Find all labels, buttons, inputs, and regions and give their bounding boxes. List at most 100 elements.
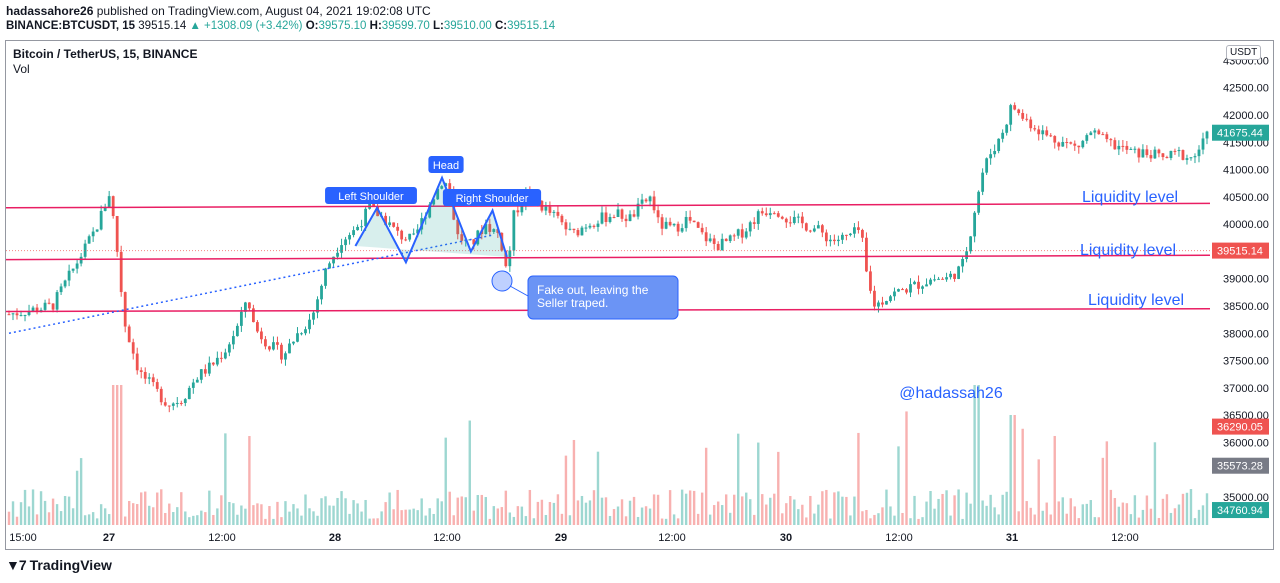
- candle-body: [43, 302, 47, 310]
- volume-bar: [440, 501, 443, 525]
- volume-bar: [540, 499, 544, 525]
- candle-body: [732, 235, 736, 237]
- volume-bar: [67, 496, 71, 525]
- volume-bar: [228, 501, 231, 525]
- volume-bar: [1117, 506, 1121, 525]
- candle-body: [949, 273, 952, 278]
- volume-bar: [708, 514, 712, 525]
- volume-bar: [304, 494, 307, 525]
- candle-body: [288, 343, 291, 354]
- volume-bar: [969, 503, 972, 525]
- volume-bar: [544, 514, 548, 525]
- volume-bar: [256, 503, 259, 525]
- candle-body: [584, 227, 588, 229]
- candle-body: [1101, 134, 1105, 136]
- volume-bar: [696, 513, 700, 525]
- candle-body: [945, 277, 948, 280]
- candle-body: [688, 216, 692, 221]
- volume-bar: [1057, 501, 1060, 525]
- volume-bar: [484, 497, 487, 525]
- volume-bar: [107, 514, 111, 525]
- candle-body: [1077, 145, 1081, 148]
- candle-body: [885, 301, 888, 305]
- candle-body: [724, 238, 728, 242]
- y-tick-label: 42500.00: [1223, 83, 1269, 95]
- candle-body: [179, 402, 183, 404]
- volume-bar: [31, 489, 35, 525]
- volume-bar: [456, 497, 459, 525]
- candle-body: [1113, 140, 1117, 150]
- candle-body: [676, 223, 680, 232]
- candle-body: [853, 227, 856, 234]
- candle-body: [187, 387, 191, 400]
- candle-body: [195, 379, 199, 383]
- candle-body: [404, 239, 408, 241]
- candle-body: [119, 251, 123, 293]
- candle-body: [1081, 140, 1085, 148]
- volume-bar: [71, 508, 75, 525]
- candle-body: [1057, 142, 1061, 147]
- volume-bar: [1157, 517, 1161, 525]
- volume-bar: [264, 518, 267, 525]
- volume-bar: [1141, 509, 1145, 525]
- volume-bar: [496, 508, 500, 525]
- head-label-box: [428, 156, 464, 173]
- candle-body: [1141, 149, 1145, 158]
- candle-body: [456, 219, 460, 235]
- candle-body: [889, 296, 892, 302]
- volume-bar: [620, 499, 624, 525]
- volume-bar: [236, 514, 239, 525]
- volume-bar: [564, 455, 568, 525]
- candle-body: [708, 238, 712, 242]
- symbol: BINANCE:BTCUSDT, 15: [6, 20, 136, 32]
- candle-body: [1177, 150, 1181, 152]
- candle-body: [1117, 145, 1121, 150]
- volume-bar: [1017, 511, 1020, 525]
- volume-bar: [825, 489, 828, 525]
- volume-bar: [204, 512, 207, 525]
- volume-bar: [280, 517, 283, 525]
- candle-body: [800, 216, 804, 224]
- volume-bar: [452, 515, 455, 525]
- candle-body: [300, 333, 303, 335]
- currency-button[interactable]: USDT: [1226, 45, 1262, 60]
- x-tick-label: 12:00: [208, 532, 236, 544]
- price-tag-label: 34760.94: [1217, 505, 1263, 517]
- candle-body: [961, 258, 964, 267]
- volume-bar: [388, 492, 391, 525]
- candle-body: [764, 213, 768, 216]
- volume-bar: [841, 496, 844, 525]
- candle-body: [612, 217, 616, 219]
- volume-bar: [797, 509, 800, 525]
- volume-bar: [757, 442, 760, 525]
- candle-body: [957, 266, 960, 279]
- volume-bar: [528, 489, 532, 525]
- volume-bar: [668, 490, 672, 525]
- candle-body: [492, 229, 496, 232]
- tradingview-logo[interactable]: ▼7 TradingView: [6, 557, 112, 573]
- candle-body: [824, 232, 828, 242]
- publisher-name[interactable]: hadassahore26: [6, 4, 94, 18]
- volume-bar: [600, 497, 604, 525]
- candle-body: [268, 346, 271, 350]
- volume-bar: [260, 504, 263, 525]
- candle-body: [67, 270, 71, 281]
- y-tick-label: 38000.00: [1223, 328, 1269, 340]
- volume-bar: [997, 514, 1000, 525]
- volume-bar: [400, 510, 403, 525]
- candle-body: [965, 251, 968, 259]
- volume-bar: [300, 515, 303, 525]
- volume-bar: [372, 518, 375, 525]
- volume-bar: [384, 502, 387, 525]
- volume-bar: [1089, 500, 1093, 525]
- candle-body: [488, 224, 492, 232]
- volume-bar: [917, 518, 920, 525]
- candle-body: [276, 342, 279, 345]
- candle-body: [27, 311, 31, 316]
- candle-body: [1033, 128, 1037, 130]
- volume-bar: [416, 510, 419, 525]
- candle-body: [127, 326, 131, 343]
- left-shoulder-label-box: [325, 187, 417, 204]
- candle-body: [556, 211, 560, 216]
